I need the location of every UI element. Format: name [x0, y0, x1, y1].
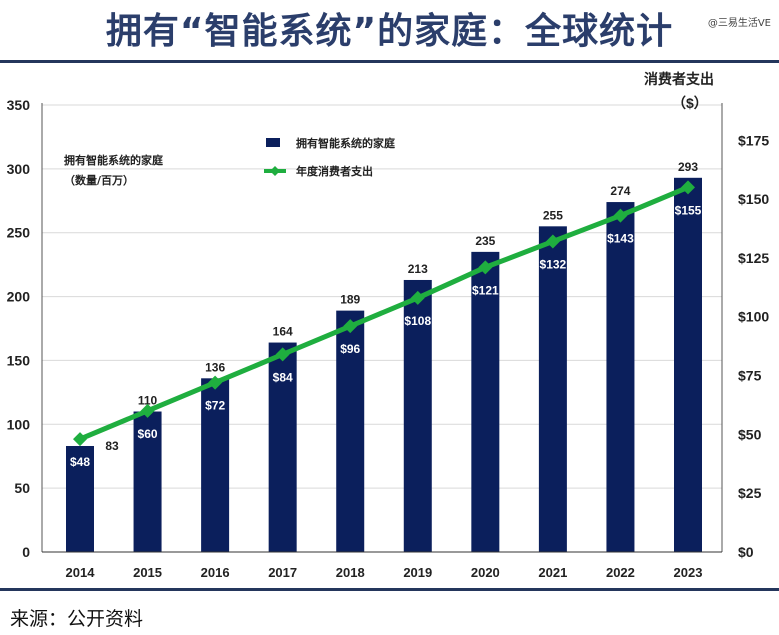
bar	[268, 342, 297, 552]
spend-point	[613, 208, 628, 223]
spend-value-label: $132	[540, 257, 567, 271]
spend-value-label: $60	[138, 427, 158, 441]
spend-line	[79, 185, 689, 442]
spend-value-label: $84	[273, 370, 293, 384]
left-tick-label: 200	[7, 289, 31, 305]
x-tick-label: 2020	[471, 565, 500, 580]
bar	[538, 226, 567, 553]
bar-series: 83 110 136 164 189 213 235 255 274 293	[66, 160, 702, 553]
bar-value-label: 136	[205, 360, 225, 374]
spend-value-label: $72	[205, 399, 225, 413]
spend-point	[410, 290, 425, 305]
bar-value-label: 293	[678, 160, 698, 174]
spend-point	[208, 375, 223, 390]
x-tick-label: 2014	[66, 565, 96, 580]
spend-value-label: $96	[340, 342, 360, 356]
watermark: @三易生活VE	[707, 18, 771, 29]
legend-bar-swatch	[266, 138, 280, 147]
spend-point	[478, 260, 493, 275]
bottom-rule	[0, 588, 779, 591]
bar	[133, 411, 162, 552]
legend-bar-label: 拥有智能系统的家庭	[296, 136, 395, 150]
bar-value-label: 189	[340, 293, 360, 307]
bar	[201, 378, 230, 552]
right-tick-label: $175	[738, 132, 769, 148]
right-tick-label: $25	[738, 485, 762, 501]
left-tick-label: 350	[7, 97, 31, 113]
line-series: $48 $60 $72 $84 $96 $108 $121 $132 $143 $155	[70, 180, 702, 469]
spend-point	[545, 234, 560, 249]
x-tick-label: 2021	[538, 565, 567, 580]
x-tick-label: 2016	[201, 565, 230, 580]
left-tick-label: 250	[7, 225, 31, 241]
spend-point	[275, 347, 290, 362]
legend-line-label: 年度消费者支出	[296, 164, 373, 178]
bar-value-label: 83	[105, 439, 119, 453]
right-axis-label: 消费者支出	[644, 71, 714, 87]
spend-value-label: $155	[675, 203, 702, 217]
spend-value-label: $108	[404, 314, 431, 328]
left-tick-label: 50	[14, 480, 30, 496]
spend-point	[140, 403, 155, 418]
legend: 拥有智能系统的家庭 年度消费者支出	[264, 136, 395, 178]
spend-point	[681, 180, 695, 195]
left-tick-label: 100	[7, 416, 31, 432]
x-tick-label: 2022	[606, 565, 635, 580]
right-tick-label: $125	[738, 250, 769, 266]
left-tick-label: 0	[22, 544, 30, 560]
page-title: 拥有“智能系统”的家庭：全球统计	[105, 11, 674, 52]
bar-value-label: 235	[475, 234, 495, 248]
right-tick-label: $150	[738, 191, 769, 207]
left-tick-label: 150	[7, 352, 31, 368]
right-axis-unit: （$）	[672, 95, 708, 111]
bar-value-label: 110	[138, 394, 158, 408]
right-tick-label: $75	[738, 368, 762, 384]
bar-value-label: 274	[610, 184, 630, 198]
x-tick-label: 2018	[336, 565, 365, 580]
spend-value-label: $143	[607, 232, 634, 246]
bar-value-label: 213	[408, 262, 428, 276]
bar	[471, 251, 500, 552]
spend-point	[73, 432, 87, 447]
left-tick-label: 300	[7, 161, 31, 177]
spend-value-label: $121	[472, 283, 499, 297]
bar	[336, 310, 365, 552]
right-tick-label: $0	[738, 544, 754, 560]
bar	[66, 445, 94, 552]
legend-line-marker	[270, 166, 280, 176]
x-axis: 2014 2015 2016 2017 2018 2019 2020 2021 2022 2023	[42, 551, 722, 580]
x-tick-label: 2023	[674, 565, 703, 580]
x-tick-label: 2015	[133, 565, 162, 580]
x-tick-label: 2017	[268, 565, 297, 580]
bar	[606, 202, 635, 552]
bar	[403, 279, 432, 552]
right-tick-label: $50	[738, 426, 762, 442]
bar	[674, 177, 702, 552]
top-rule	[0, 60, 779, 63]
right-axis: $0 $25 $50 $75 $100 $125 $150 $175	[721, 103, 769, 560]
right-tick-label: $100	[738, 309, 769, 325]
left-axis: 0 50 100 150 200 250 300 350	[7, 97, 43, 560]
bar-value-label: 164	[273, 325, 293, 339]
left-axis-unit: （数量/百万）	[64, 173, 134, 187]
spend-value-label: $48	[70, 455, 90, 469]
spend-point	[343, 319, 358, 334]
source-note: 来源：公开资料	[10, 608, 144, 630]
bar-value-label: 255	[543, 208, 563, 222]
x-tick-label: 2019	[403, 565, 432, 580]
left-axis-label: 拥有智能系统的家庭	[64, 153, 163, 167]
